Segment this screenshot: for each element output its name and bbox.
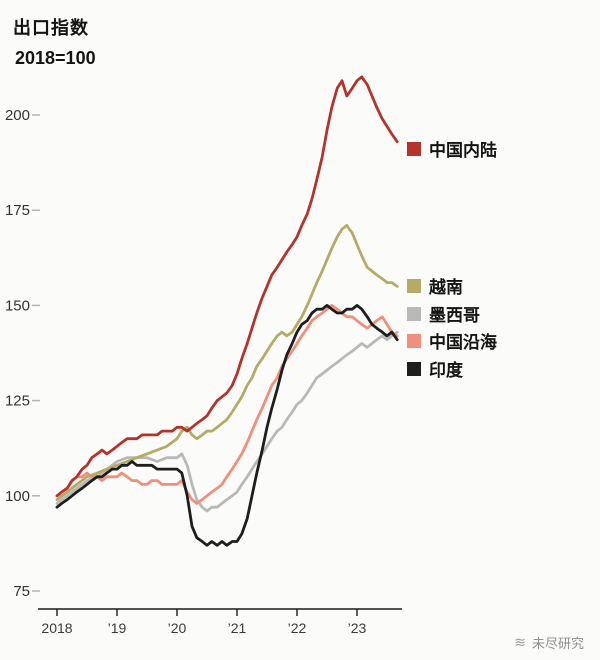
watermark-logo-icon: ≋ — [514, 634, 526, 650]
svg-text:’21: ’21 — [228, 620, 247, 636]
svg-text:150: 150 — [5, 297, 30, 314]
legend-swatch-china-inland — [407, 141, 421, 156]
legend-item-china-inland: 中国内陆 — [407, 136, 497, 161]
svg-text:’19: ’19 — [108, 620, 127, 636]
legend-item-mexico: 墨西哥 — [407, 301, 480, 326]
legend-label-india: 印度 — [429, 361, 463, 380]
watermark: ≋ 未尽研究 — [514, 633, 584, 652]
svg-text:’20: ’20 — [168, 620, 187, 636]
legend-label-china-coastal: 中国沿海 — [429, 333, 497, 352]
legend-label-vietnam: 越南 — [429, 278, 463, 297]
svg-text:200: 200 — [5, 107, 30, 124]
legend-item-china-coastal: 中国沿海 — [407, 328, 497, 353]
legend-label-china-inland: 中国内陆 — [429, 141, 497, 160]
svg-text:75: 75 — [13, 583, 30, 600]
svg-text:’23: ’23 — [348, 620, 367, 636]
legend-item-vietnam: 越南 — [407, 273, 463, 298]
legend-label-mexico: 墨西哥 — [429, 306, 480, 325]
legend-swatch-india — [407, 361, 421, 376]
legend-item-india: 印度 — [407, 356, 463, 381]
chart-title: 出口指数 — [13, 18, 89, 38]
svg-text:2018: 2018 — [41, 620, 72, 636]
svg-text:125: 125 — [5, 393, 30, 410]
watermark-text: 未尽研究 — [531, 636, 584, 651]
chart-subtitle: 2018=100 — [15, 48, 96, 68]
svg-text:175: 175 — [5, 202, 30, 219]
svg-text:’22: ’22 — [288, 620, 307, 636]
legend-swatch-china-coastal — [407, 333, 421, 348]
legend-swatch-vietnam — [407, 278, 421, 293]
legend-swatch-mexico — [407, 306, 421, 321]
svg-text:100: 100 — [5, 488, 30, 505]
